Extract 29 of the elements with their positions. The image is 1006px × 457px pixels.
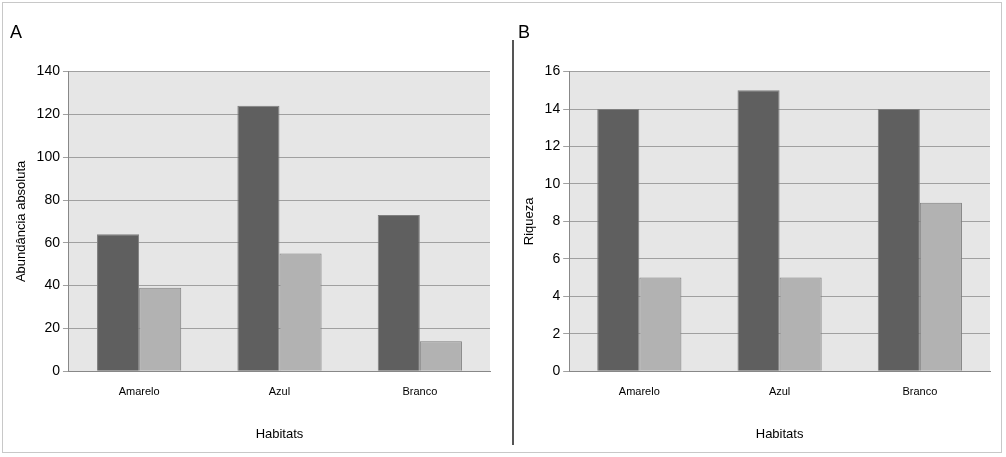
y-tick-label: 140 <box>36 62 61 79</box>
y-tick-label: 20 <box>44 319 61 336</box>
y-tick-label: 6 <box>552 249 561 266</box>
x-tick-label: Azul <box>268 384 291 397</box>
y-tick-label: 16 <box>544 62 561 79</box>
y-tick-label: 40 <box>44 276 61 293</box>
y-tick-label: 8 <box>552 212 561 229</box>
y-tick-label: 100 <box>36 148 61 165</box>
y-axis-title: Abundância absoluta <box>13 159 29 283</box>
y-axis-title: Riqueza <box>521 196 537 246</box>
y-tick-label: 4 <box>552 287 561 304</box>
y-tick-label: 2 <box>552 324 561 341</box>
x-axis-title: Habitats <box>255 425 304 441</box>
y-tick-label: 0 <box>552 362 561 379</box>
y-tick-label: 14 <box>544 99 561 116</box>
x-tick-label: Branco <box>902 384 938 397</box>
chart-title: B <box>518 21 531 42</box>
x-tick-label: Branco <box>402 384 438 397</box>
y-tick-label: 12 <box>544 137 561 154</box>
x-tick-label: Amarelo <box>118 384 160 397</box>
x-tick-label: Amarelo <box>618 384 660 397</box>
x-tick-label: Azul <box>768 384 791 397</box>
y-tick-label: 60 <box>44 233 61 250</box>
y-tick-label: 120 <box>36 105 61 122</box>
chart-title: A <box>10 21 23 42</box>
y-tick-label: 0 <box>52 362 61 379</box>
y-tick-label: 10 <box>544 174 561 191</box>
y-tick-label: 80 <box>44 190 61 207</box>
x-axis-title: Habitats <box>755 425 804 441</box>
